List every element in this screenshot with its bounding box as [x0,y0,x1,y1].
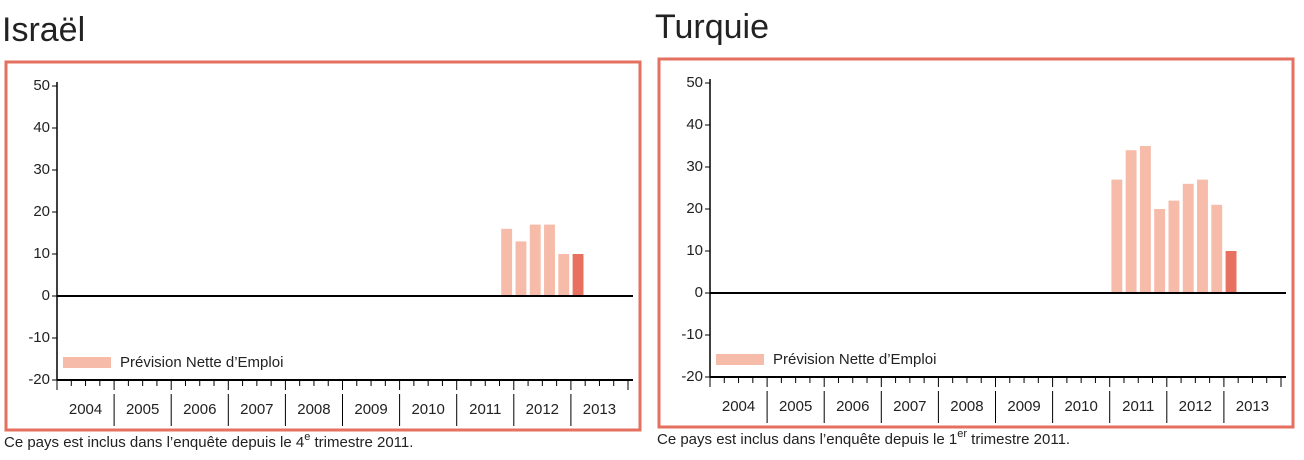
x-tick-label: 2005 [779,398,812,415]
bar [1211,204,1223,293]
x-tick-label: 2012 [526,401,559,418]
x-tick-label: 2008 [297,401,330,418]
y-tick-label: -20 [28,371,50,388]
footnote-text: Ce pays est inclus dans l’enquête depuis… [657,431,957,448]
bar [529,224,541,296]
y-tick-label: -10 [28,329,50,346]
bar [1125,150,1137,293]
x-tick-label: 2006 [836,398,869,415]
bar [1154,209,1166,293]
x-tick-label: 2008 [950,398,983,415]
x-tick-label: 2011 [469,401,501,418]
x-tick-label: 2005 [126,401,159,418]
y-tick-label: 10 [33,245,50,262]
chart: Turquie -20 -10 0 10 20 30 40 50 2004 2005 2006 2007… [655,8,1295,448]
legend-swatch [63,357,111,368]
bar [544,224,555,296]
bar [1182,183,1194,293]
x-tick-label: 2007 [240,401,273,418]
x-tick-label: 2007 [893,398,926,415]
x-tick-label: 2004 [722,398,755,415]
y-tick-label: 30 [33,161,50,178]
chart-frame [657,57,1295,429]
bar [1197,179,1208,293]
x-tick-label: 2010 [1064,398,1097,415]
legend-label: Prévision Nette d’Emploi [120,354,283,371]
y-tick-label: -10 [681,326,703,343]
y-tick-label: 40 [33,119,50,136]
footnote-sup: e [304,431,310,443]
bar [515,241,527,296]
x-tick-label: 2004 [69,401,102,418]
chart-frame [4,60,642,432]
x-tick-label: 2011 [1122,398,1154,415]
y-tick-label: 30 [686,158,703,175]
footnote-rest: trimestre 2011. [967,431,1070,448]
legend-swatch [716,354,764,365]
y-tick-label: 0 [42,287,50,304]
bar [1139,146,1151,293]
footnote: Ce pays est inclus dans l’enquête depuis… [4,431,413,451]
y-tick-label: 40 [686,116,703,133]
x-tick-label: 2010 [411,401,444,418]
chart: Israël -20 -10 0 10 20 30 40 50 2004 2005 2006 2007 2… [2,11,642,451]
bar [1111,179,1123,293]
x-tick-label: 2009 [354,401,387,418]
x-tick-label: 2013 [1236,398,1269,415]
y-tick-label: -20 [681,368,703,385]
y-tick-label: 10 [686,242,703,259]
chart-title: Israël [2,11,85,49]
bar [501,228,513,296]
x-tick-label: 2006 [183,401,216,418]
bar [1225,251,1237,293]
x-tick-label: 2012 [1179,398,1212,415]
footnote-rest: trimestre 2011. [310,434,413,451]
y-tick-label: 0 [695,284,703,301]
y-tick-label: 50 [686,74,703,91]
chart-title: Turquie [655,8,769,46]
bar [558,254,570,296]
legend-label: Prévision Nette d’Emploi [773,351,936,368]
footnote-text: Ce pays est inclus dans l’enquête depuis… [4,434,304,451]
bar [1168,200,1180,293]
x-tick-label: 2013 [583,401,616,418]
footnote: Ce pays est inclus dans l’enquête depuis… [657,428,1070,448]
footnote-sup: er [957,428,967,440]
bar [572,254,584,296]
y-tick-label: 20 [33,203,50,220]
y-tick-label: 50 [33,77,50,94]
x-tick-label: 2009 [1007,398,1040,415]
y-tick-label: 20 [686,200,703,217]
